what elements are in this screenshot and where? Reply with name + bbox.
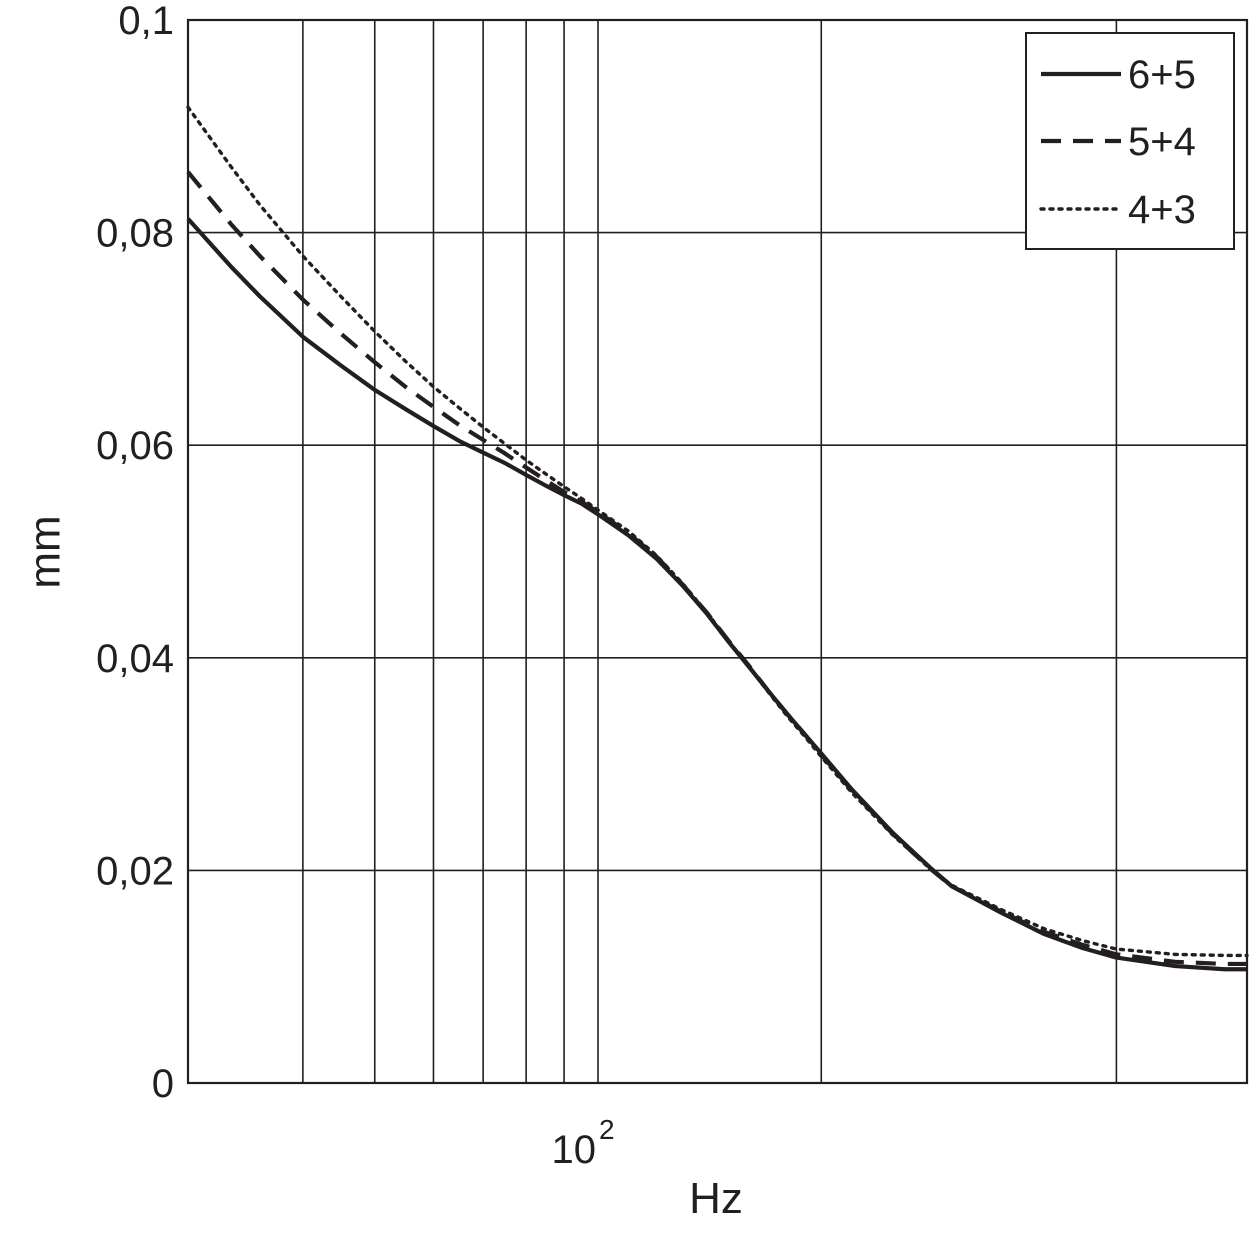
legend-entry: 6+5 [1041, 53, 1196, 97]
series-line-5-plus-4 [186, 170, 1247, 967]
x-tick-exponent: 2 [599, 1114, 615, 1145]
legend-entry: 4+3 [1039, 188, 1196, 232]
series-line-4-plus-3 [186, 105, 1249, 958]
y-tick-label: 0,02 [96, 849, 174, 893]
y-tick-labels: 0 0,02 0,04 0,06 0,08 0,1 [96, 0, 174, 1106]
legend-label: 4+3 [1128, 188, 1196, 232]
legend-label: 5+4 [1128, 120, 1196, 164]
y-tick-label: 0,04 [96, 637, 174, 681]
x-tick-labels: 10 2 [552, 1114, 615, 1172]
plot-frame [186, 18, 1249, 1085]
legend-entry: 5+4 [1041, 120, 1196, 164]
legend: 6+5 5+4 4+3 [1025, 32, 1235, 250]
y-tick-label: 0,08 [96, 212, 174, 256]
series-line-6-plus-5 [186, 217, 1247, 972]
series-group [186, 105, 1249, 972]
x-axis-label: Hz [689, 1174, 743, 1223]
legend-label: 6+5 [1128, 53, 1196, 97]
x-tick-base: 10 [552, 1128, 597, 1172]
y-tick-label: 0 [152, 1062, 174, 1106]
y-axis-label: mm [21, 515, 70, 588]
y-tick-label: 0,1 [118, 0, 174, 43]
x-tick-label: 10 2 [552, 1114, 615, 1172]
legend-box [1025, 32, 1235, 250]
y-tick-label: 0,06 [96, 424, 174, 468]
